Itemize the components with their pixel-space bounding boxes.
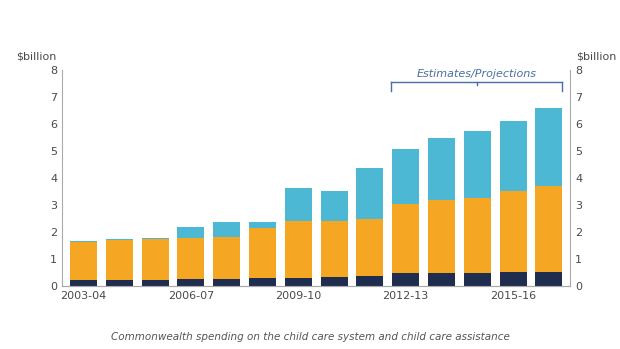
Bar [70, 241, 97, 242]
Bar [321, 277, 348, 286]
Bar [392, 204, 419, 273]
Bar [177, 280, 205, 286]
Bar [392, 149, 419, 204]
Bar [106, 240, 133, 280]
Bar [106, 239, 133, 240]
Bar [141, 238, 169, 239]
Bar [141, 280, 169, 286]
Bar [500, 121, 526, 191]
Bar [285, 277, 312, 286]
Bar [321, 191, 348, 221]
Bar [213, 279, 240, 286]
Bar [356, 219, 383, 276]
Bar [249, 278, 276, 286]
Bar [70, 280, 97, 286]
Bar [464, 131, 491, 198]
Bar [106, 280, 133, 286]
Bar [392, 273, 419, 286]
Bar [356, 168, 383, 219]
Bar [285, 188, 312, 221]
Text: Commonwealth spending on the child care system and child care assistance: Commonwealth spending on the child care … [110, 332, 510, 342]
Bar [428, 200, 455, 273]
Bar [500, 272, 526, 286]
Bar [177, 228, 205, 238]
Bar [500, 191, 526, 272]
Bar [285, 221, 312, 277]
Text: Estimates/Projections: Estimates/Projections [417, 69, 536, 79]
Bar [464, 273, 491, 286]
Bar [536, 109, 562, 186]
Text: $billion: $billion [16, 51, 56, 61]
Bar [141, 239, 169, 280]
Bar [213, 222, 240, 237]
Text: $billion: $billion [576, 51, 616, 61]
Bar [536, 272, 562, 286]
Bar [213, 237, 240, 279]
Bar [177, 238, 205, 280]
Bar [356, 276, 383, 286]
Bar [428, 138, 455, 200]
Bar [464, 198, 491, 273]
Bar [536, 186, 562, 272]
Bar [249, 228, 276, 278]
Bar [321, 221, 348, 277]
Bar [70, 242, 97, 280]
Bar [249, 222, 276, 228]
Bar [428, 273, 455, 286]
